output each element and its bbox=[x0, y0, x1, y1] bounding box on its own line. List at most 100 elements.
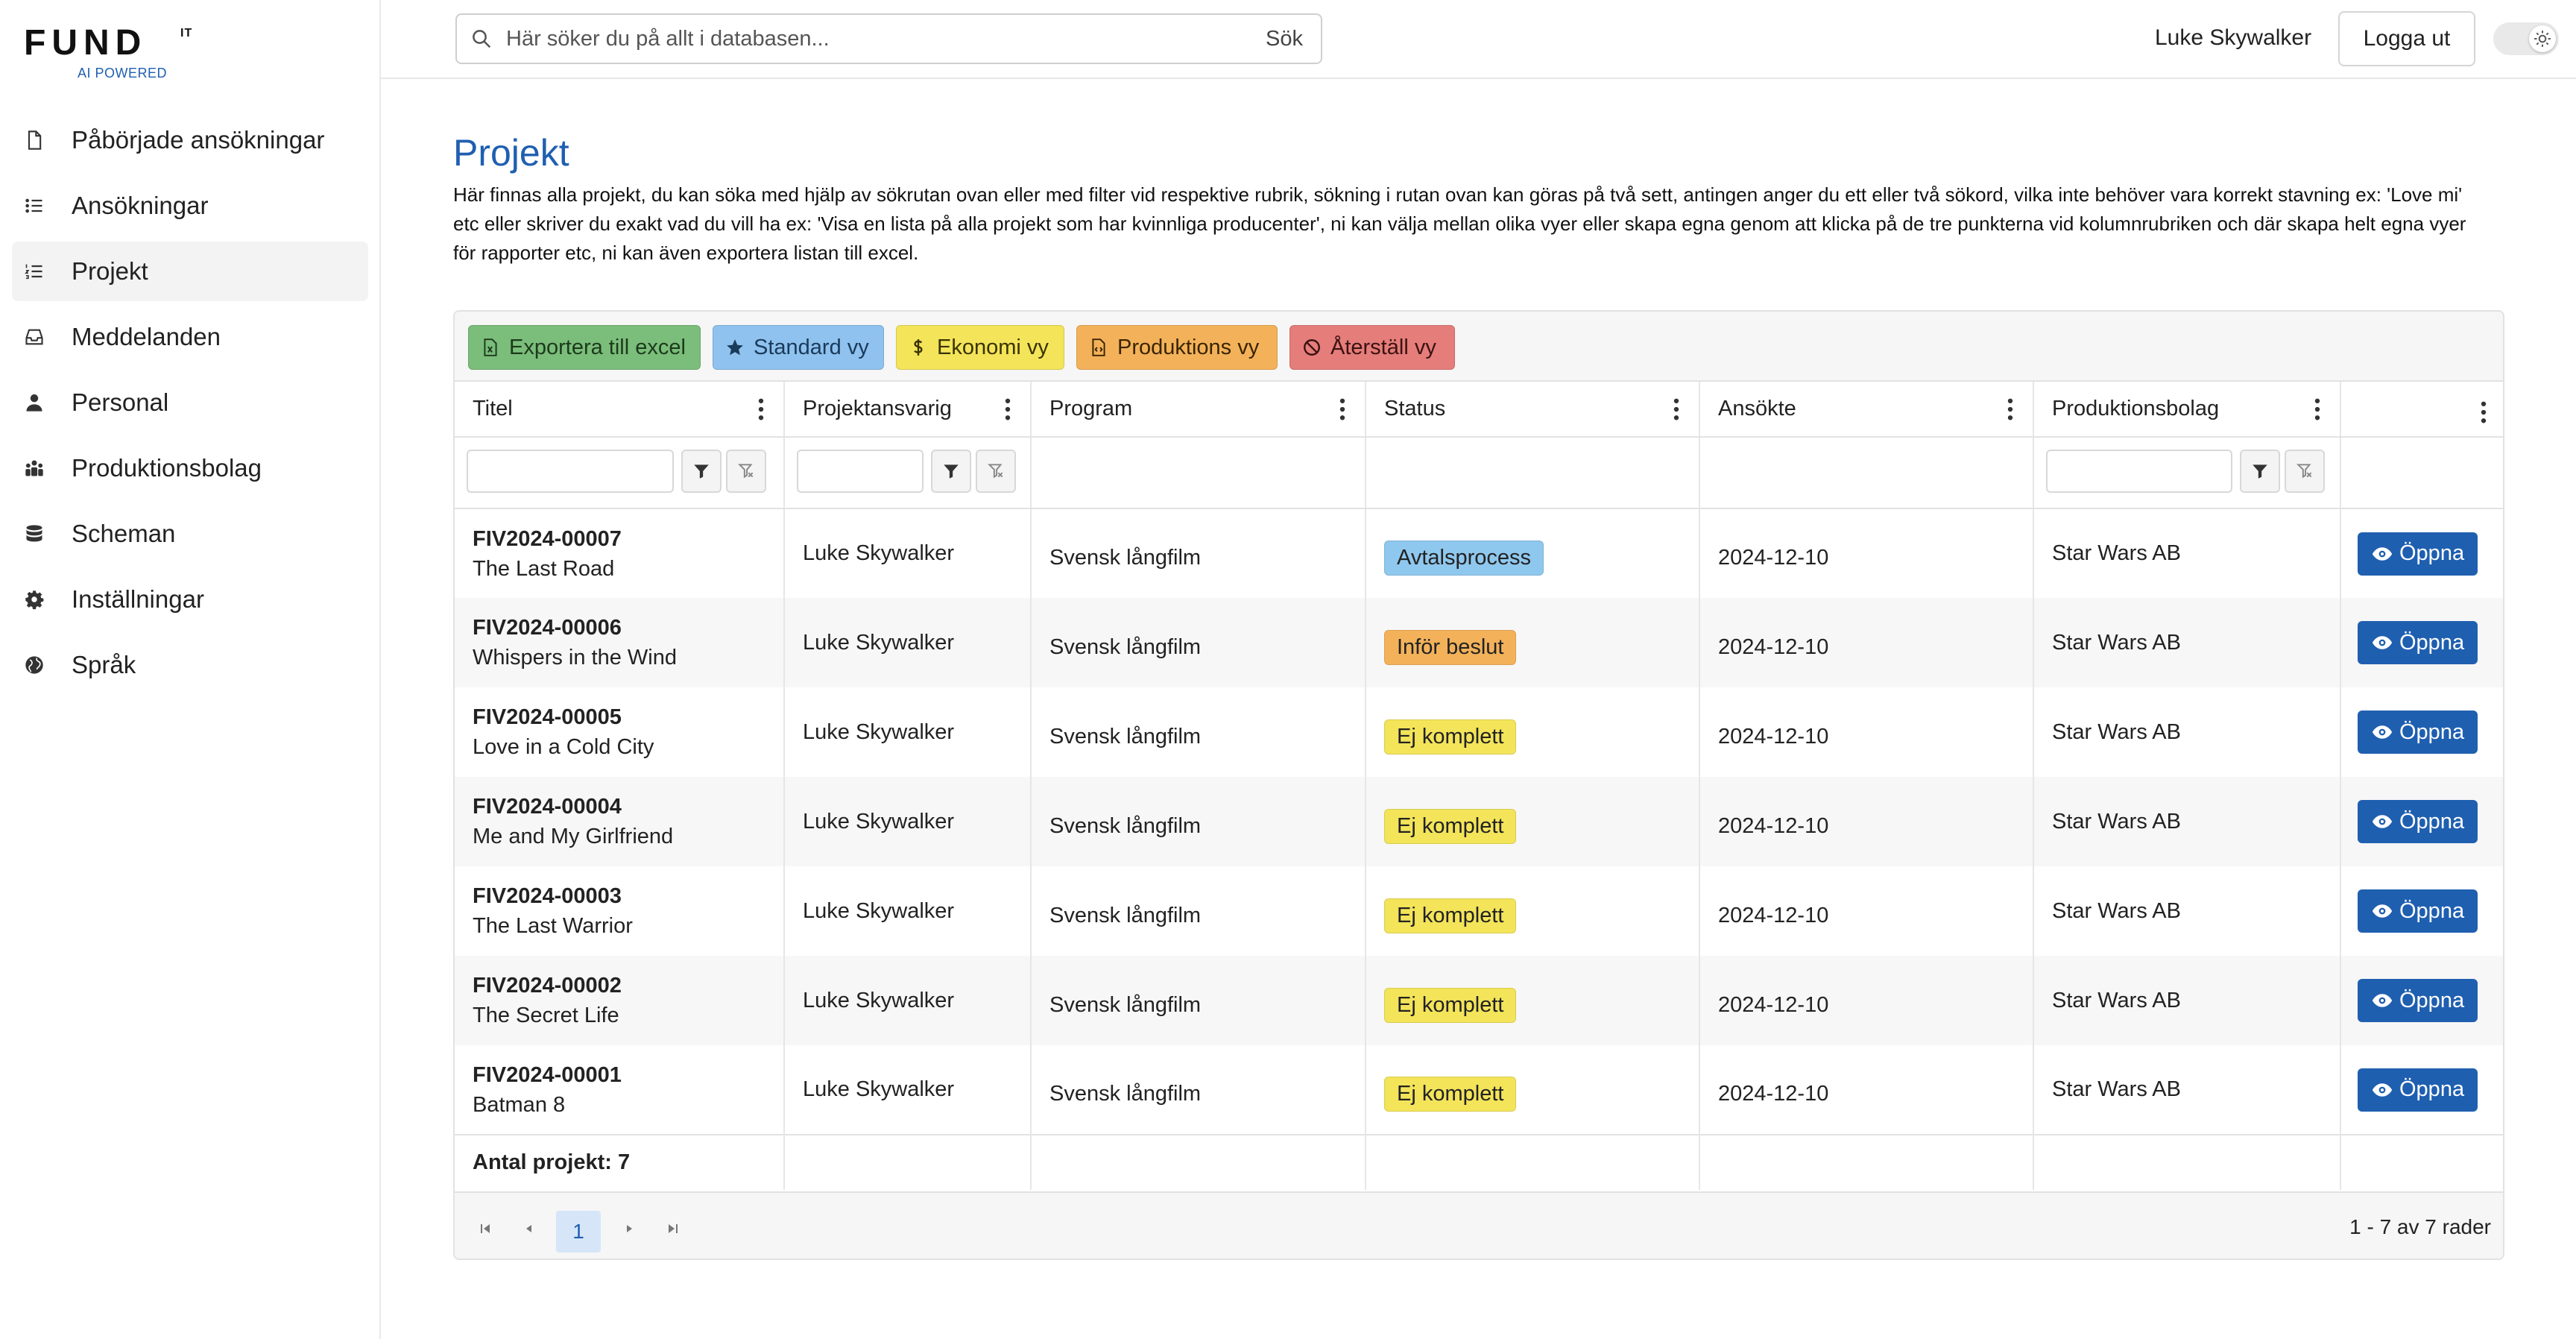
first-page-button[interactable] bbox=[471, 1214, 501, 1244]
project-title: Me and My Girlfriend bbox=[473, 825, 674, 848]
cell-projektansvarig: Luke Skywalker bbox=[784, 598, 1032, 687]
sidebar-item-paborjade-ansokningar[interactable]: Påbörjade ansökningar bbox=[12, 110, 368, 170]
people-group-icon bbox=[22, 456, 46, 480]
cell-actions: Öppna bbox=[2340, 956, 2503, 1045]
open-button[interactable]: Öppna bbox=[2358, 1068, 2478, 1112]
filter-cell-produktionsbolag bbox=[2033, 437, 2341, 509]
sidebar-item-installningar[interactable]: Inställningar bbox=[12, 570, 368, 629]
open-button[interactable]: Öppna bbox=[2358, 532, 2478, 576]
last-page-button[interactable] bbox=[657, 1214, 687, 1244]
cell-projektansvarig: Luke Skywalker bbox=[784, 866, 1032, 956]
sidebar-item-scheman[interactable]: Scheman bbox=[12, 504, 368, 564]
open-button[interactable]: Öppna bbox=[2358, 621, 2478, 664]
filter-clear-icon bbox=[987, 464, 1003, 479]
search-button[interactable]: Sök bbox=[1266, 26, 1303, 51]
cell-actions: Öppna bbox=[2340, 687, 2503, 777]
applied-date: 2024-12-10 bbox=[1718, 813, 1829, 838]
filter-icon bbox=[2253, 464, 2267, 479]
filter-apply-button[interactable] bbox=[931, 450, 971, 493]
sidebar-item-sprak[interactable]: Språk bbox=[12, 635, 368, 695]
project-count: Antal projekt: 7 bbox=[455, 1134, 785, 1190]
project-title: Whispers in the Wind bbox=[473, 646, 677, 670]
footer-cell bbox=[784, 1134, 1032, 1190]
program-text: Svensk långfilm bbox=[1049, 813, 1202, 838]
column-header-produktionsbolag[interactable]: Produktionsbolag bbox=[2033, 382, 2341, 438]
filter-clear-button[interactable] bbox=[976, 450, 1016, 493]
filter-apply-button[interactable] bbox=[681, 450, 722, 493]
standard-view-button[interactable]: Standard vy bbox=[713, 325, 884, 370]
sidebar-item-label: Påbörjade ansökningar bbox=[72, 126, 325, 154]
cell-titel: FIV2024-00006 Whispers in the Wind bbox=[455, 598, 785, 687]
column-menu-icon[interactable] bbox=[2481, 401, 2487, 423]
export-excel-label: Exportera till excel bbox=[509, 335, 686, 359]
program-text: Svensk långfilm bbox=[1049, 992, 1202, 1017]
cell-titel: FIV2024-00003 The Last Warrior bbox=[455, 866, 785, 956]
filter-clear-button[interactable] bbox=[2285, 450, 2325, 493]
column-header-actions[interactable] bbox=[2340, 382, 2503, 438]
eye-icon bbox=[2372, 815, 2393, 828]
prev-page-button[interactable] bbox=[514, 1214, 544, 1244]
logo-tagline: AI POWERED bbox=[78, 66, 168, 81]
next-page-button[interactable] bbox=[614, 1214, 644, 1244]
filter-clear-button[interactable] bbox=[726, 450, 766, 493]
cell-actions: Öppna bbox=[2340, 508, 2503, 598]
production-view-button[interactable]: Produktions vy bbox=[1076, 325, 1278, 370]
open-button[interactable]: Öppna bbox=[2358, 889, 2478, 933]
column-menu-icon[interactable] bbox=[758, 398, 764, 420]
filter-input-titel[interactable] bbox=[467, 450, 674, 493]
sidebar-item-label: Projekt bbox=[72, 257, 148, 285]
sidebar-item-personal[interactable]: Personal bbox=[12, 373, 368, 432]
filter-input-projektansvarig[interactable] bbox=[797, 450, 924, 493]
export-excel-button[interactable]: Exportera till excel bbox=[468, 325, 701, 370]
sidebar-item-produktionsbolag[interactable]: Produktionsbolag bbox=[12, 438, 368, 498]
filter-apply-button[interactable] bbox=[2240, 450, 2280, 493]
column-header-label: Produktionsbolag bbox=[2052, 397, 2220, 420]
column-menu-icon[interactable] bbox=[1673, 398, 1679, 420]
sidebar-item-ansokningar[interactable]: Ansökningar bbox=[12, 176, 368, 236]
project-id: FIV2024-00003 bbox=[473, 884, 622, 908]
sidebar-item-label: Scheman bbox=[72, 520, 176, 547]
logout-button[interactable]: Logga ut bbox=[2338, 11, 2475, 66]
column-header-label: Status bbox=[1384, 397, 1446, 420]
open-button[interactable]: Öppna bbox=[2358, 711, 2478, 754]
status-badge: Ej komplett bbox=[1384, 1077, 1517, 1112]
project-title: The Last Warrior bbox=[473, 914, 633, 938]
sidebar-item-projekt[interactable]: Projekt bbox=[12, 242, 368, 301]
project-id: FIV2024-00002 bbox=[473, 974, 622, 998]
user-name: Luke Skywalker bbox=[2155, 25, 2312, 50]
eye-icon bbox=[2372, 725, 2393, 739]
open-button[interactable]: Öppna bbox=[2358, 979, 2478, 1022]
status-badge: Ej komplett bbox=[1384, 987, 1517, 1023]
column-header-titel[interactable]: Titel bbox=[455, 382, 785, 438]
column-menu-icon[interactable] bbox=[2007, 398, 2013, 420]
cell-status: Inför beslut bbox=[1366, 598, 1700, 687]
search-input[interactable] bbox=[506, 26, 1266, 51]
cell-status: Ej komplett bbox=[1366, 866, 1700, 956]
sidebar-item-meddelanden[interactable]: Meddelanden bbox=[12, 307, 368, 367]
reset-view-button[interactable]: Återställ vy bbox=[1289, 325, 1455, 370]
open-button[interactable]: Öppna bbox=[2358, 800, 2478, 843]
column-header-projektansvarig[interactable]: Projektansvarig bbox=[784, 382, 1032, 438]
column-header-program[interactable]: Program bbox=[1031, 382, 1366, 438]
applied-date: 2024-12-10 bbox=[1718, 546, 1829, 570]
table-row: FIV2024-00004 Me and My Girlfriend Luke S… bbox=[455, 777, 2503, 866]
logo-text: FUND bbox=[24, 23, 148, 63]
ban-icon bbox=[1304, 339, 1320, 356]
filter-cell-actions bbox=[2340, 437, 2503, 509]
gear-icon bbox=[22, 587, 46, 611]
cell-projektansvarig: Luke Skywalker bbox=[784, 1045, 1032, 1135]
page-number-button[interactable]: 1 bbox=[556, 1211, 601, 1253]
projects-grid: Exportera till excel Standard vy Ekonomi… bbox=[453, 310, 2504, 1260]
column-header-status[interactable]: Status bbox=[1366, 382, 1700, 438]
filter-icon bbox=[944, 464, 959, 479]
eye-icon bbox=[2372, 904, 2393, 918]
column-header-ansokte[interactable]: Ansökte bbox=[1699, 382, 2034, 438]
column-menu-icon[interactable] bbox=[1005, 398, 1011, 420]
open-label: Öppna bbox=[2399, 1077, 2465, 1101]
economy-view-button[interactable]: Ekonomi vy bbox=[896, 325, 1064, 370]
column-menu-icon[interactable] bbox=[2314, 398, 2320, 420]
column-menu-icon[interactable] bbox=[1339, 398, 1345, 420]
theme-toggle[interactable] bbox=[2493, 22, 2559, 55]
applied-date: 2024-12-10 bbox=[1718, 724, 1829, 749]
filter-input-produktionsbolag[interactable] bbox=[2046, 450, 2232, 493]
